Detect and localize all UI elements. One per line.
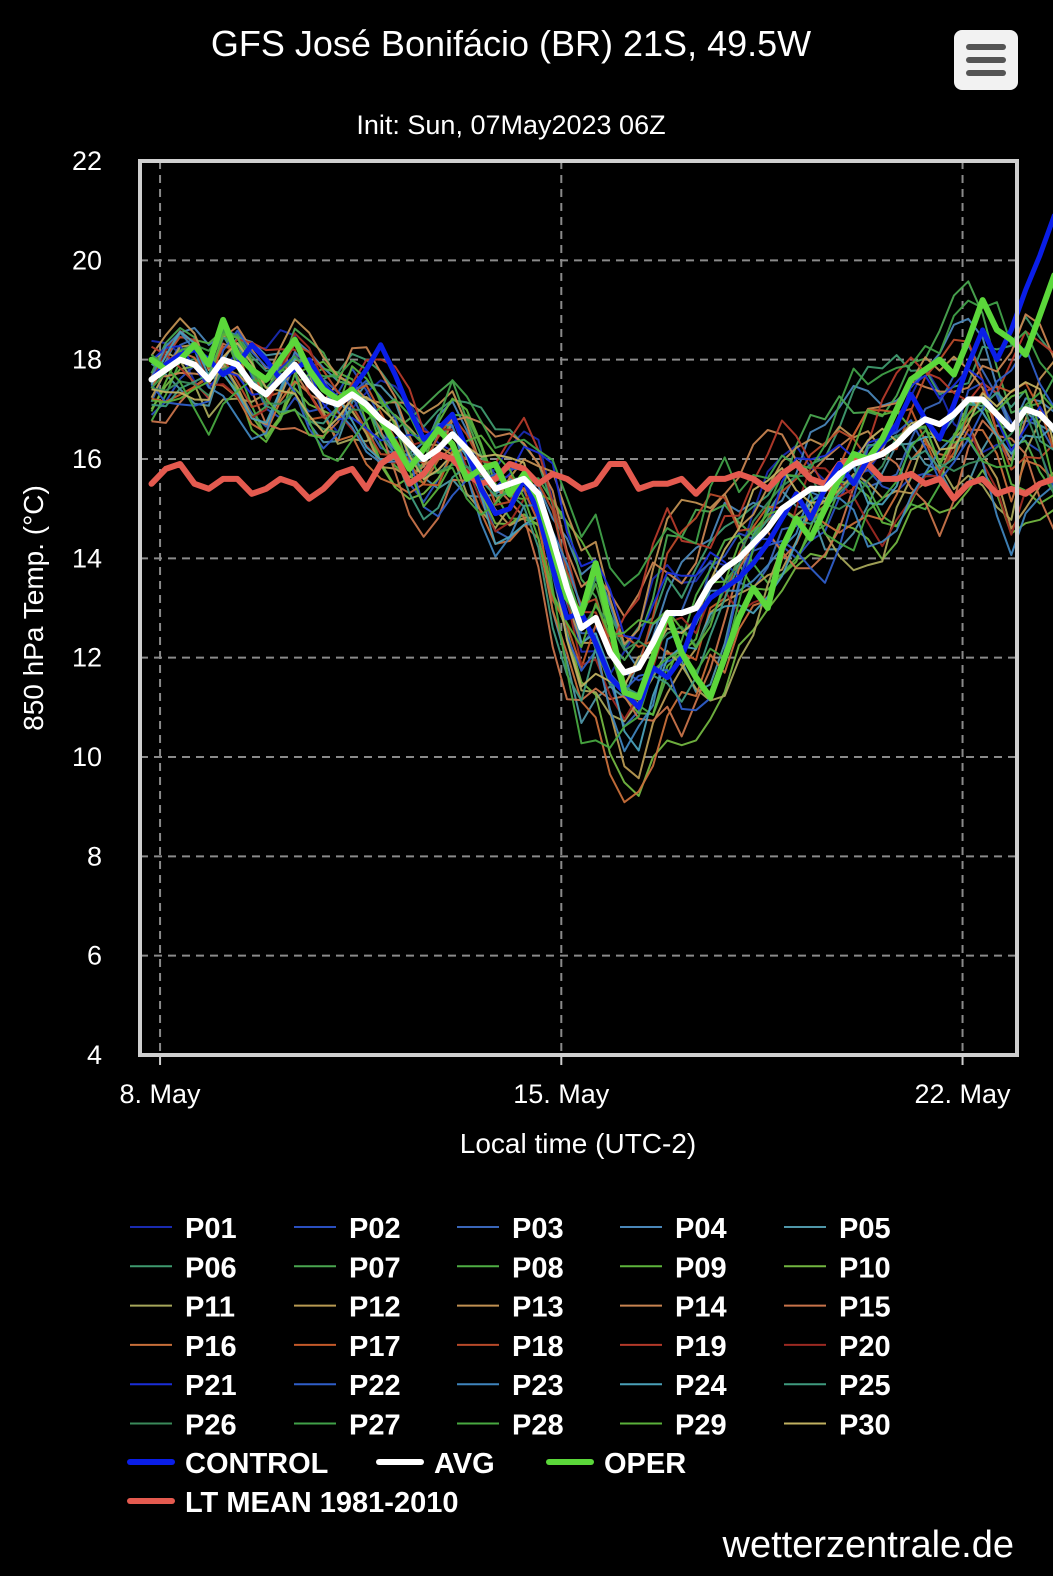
- x-axis-label: Local time (UTC-2): [460, 1128, 696, 1159]
- y-tick-label: 12: [72, 643, 102, 673]
- legend-label-P27: P27: [349, 1410, 401, 1442]
- ensemble-line-P04: [150, 317, 1053, 671]
- x-tick-label: 8. May: [120, 1079, 202, 1109]
- legend-label-P12: P12: [349, 1292, 401, 1324]
- y-tick-label: 22: [72, 146, 102, 176]
- legend-label-P03: P03: [512, 1213, 564, 1245]
- legend-label-P11: P11: [185, 1292, 235, 1324]
- ensemble-line-P18: [150, 335, 1053, 685]
- y-tick-label: 20: [72, 245, 102, 275]
- legend-label-P13: P13: [512, 1292, 564, 1324]
- legend-label-P19: P19: [675, 1331, 727, 1363]
- y-tick-labels: 4 6 8 10 12 14 16 18 20 22: [72, 146, 102, 1070]
- legend-label-P10: P10: [839, 1252, 891, 1284]
- x-tick-label: 22. May: [915, 1079, 1012, 1109]
- ensemble-line-P09: [150, 344, 1053, 716]
- credit-text: wetterzentrale.de: [722, 1524, 1015, 1566]
- series-line-oper: [148, 272, 1053, 701]
- legend-label-avg: AVG: [434, 1448, 495, 1480]
- legend-label-P24: P24: [675, 1370, 727, 1402]
- y-tick-label: 6: [87, 941, 102, 971]
- legend-label-P28: P28: [512, 1410, 564, 1442]
- legend-label-P06: P06: [185, 1252, 237, 1284]
- legend-label-P20: P20: [839, 1331, 891, 1363]
- legend-label-P01: P01: [185, 1213, 237, 1245]
- legend-label-P22: P22: [349, 1370, 401, 1402]
- legend-label-P05: P05: [839, 1213, 891, 1245]
- y-tick-label: 8: [87, 841, 102, 871]
- legend-label-P15: P15: [839, 1292, 891, 1324]
- chart-title: GFS José Bonifácio (BR) 21S, 49.5W: [211, 23, 811, 64]
- legend-label-control: CONTROL: [185, 1448, 328, 1480]
- ensemble-line-P22: [150, 329, 1053, 712]
- hamburger-menu-icon[interactable]: [954, 30, 1018, 90]
- legend-label-P30: P30: [839, 1410, 891, 1442]
- y-tick-label: 18: [72, 345, 102, 375]
- legend-label-P04: P04: [675, 1213, 727, 1245]
- legend-label-P07: P07: [349, 1252, 401, 1284]
- plot-frame: [138, 159, 1019, 1057]
- x-tick-labels: 8. May 15. May 22. May: [120, 1055, 1012, 1109]
- main-series-lines: [148, 213, 1053, 710]
- legend-label-P25: P25: [839, 1370, 891, 1402]
- ensemble-perturbation-lines: [150, 280, 1053, 804]
- y-tick-label: 4: [87, 1040, 102, 1070]
- legend-label-P18: P18: [512, 1331, 564, 1363]
- legend-label-P21: P21: [185, 1370, 237, 1402]
- ensemble-line-P25: [151, 336, 1053, 703]
- series-line-avg: [148, 356, 1053, 676]
- ensemble-line-P03: [150, 337, 1053, 728]
- legend-label-P02: P02: [349, 1213, 401, 1245]
- x-tick-label: 15. May: [513, 1079, 610, 1109]
- ensemble-line-P19: [151, 330, 1053, 648]
- y-tick-label: 14: [72, 543, 102, 573]
- y-tick-label: 16: [72, 444, 102, 474]
- ensemble-line-P27: [150, 299, 1053, 587]
- legend-label-P23: P23: [512, 1370, 564, 1402]
- legend-label-P16: P16: [185, 1331, 237, 1363]
- legend: P01 P02 P03 P04 P05 P06 P07 P08 P09 P10 P11 P12 P13 P…: [127, 1213, 891, 1519]
- y-axis-label: 850 hPa Temp. (°C): [18, 485, 49, 731]
- legend-label-P09: P09: [675, 1252, 727, 1284]
- legend-label-lt-mean-1981-2010: LT MEAN 1981-2010: [185, 1487, 458, 1519]
- legend-label-P14: P14: [675, 1292, 727, 1324]
- legend-label-oper: OPER: [604, 1448, 686, 1480]
- series-line-lt-mean-1981-2010: [148, 451, 1053, 502]
- legend-label-P26: P26: [185, 1410, 237, 1442]
- legend-label-P29: P29: [675, 1410, 727, 1442]
- y-tick-label: 10: [72, 742, 102, 772]
- legend-label-P08: P08: [512, 1252, 564, 1284]
- chart-subtitle: Init: Sun, 07May2023 06Z: [356, 110, 665, 140]
- legend-label-P17: P17: [349, 1331, 401, 1363]
